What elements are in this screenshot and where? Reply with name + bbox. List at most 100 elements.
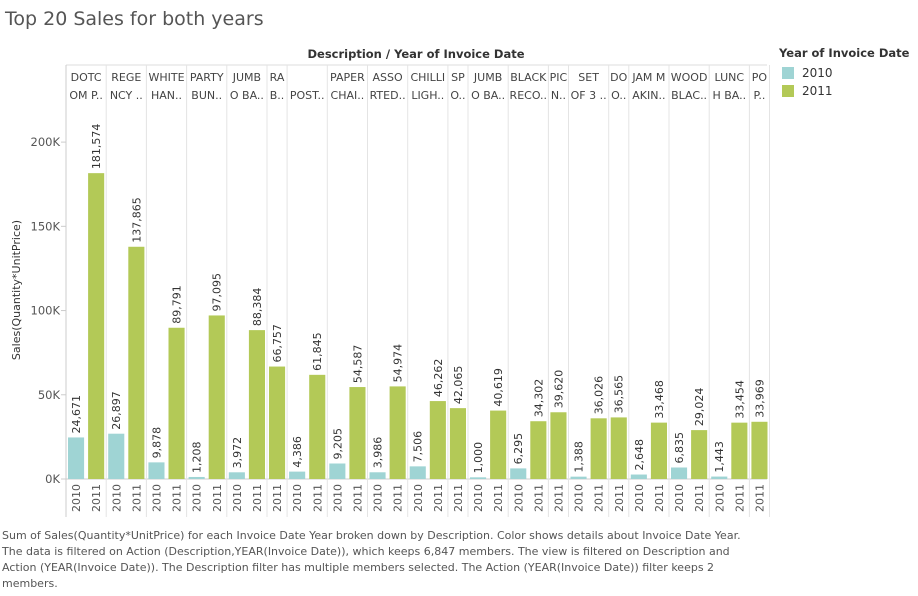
bar-2011	[208, 315, 225, 479]
bar-value-label: 46,262	[432, 359, 445, 398]
group-header-line2: O..	[450, 89, 465, 102]
bar-value-label: 33,454	[733, 380, 746, 419]
x-tick-label: 2011	[130, 484, 143, 512]
bar-2010	[148, 462, 165, 479]
bar-value-label: 54,974	[392, 344, 405, 383]
header-title: Description / Year of Invoice Date	[307, 47, 524, 61]
x-tick-label: 2011	[693, 484, 706, 512]
x-tick-label: 2010	[331, 484, 344, 512]
bar-2011	[128, 246, 145, 479]
bar-2011	[751, 421, 768, 479]
bar-2011	[309, 374, 326, 479]
x-tick-label: 2011	[351, 484, 364, 512]
bar-value-label: 1,443	[713, 441, 726, 473]
x-tick-label: 2011	[492, 484, 505, 512]
x-tick-label: 2011	[211, 484, 224, 512]
x-tick-label: 2011	[452, 484, 465, 512]
group-header-line1: JAM M	[631, 71, 665, 84]
y-axis-title: Sales(Quantity*UnitPrice)	[10, 220, 23, 360]
bar-value-label: 39,620	[552, 370, 565, 409]
bar-value-label: 7,506	[412, 431, 425, 463]
legend: Year of Invoice Date 2010 2011	[779, 46, 909, 102]
bar-2010	[711, 476, 728, 479]
legend-swatch-2010	[782, 67, 794, 79]
bar-value-label: 9,878	[150, 427, 163, 459]
bar-2010	[510, 468, 527, 479]
legend-item-2011[interactable]: 2011	[779, 84, 909, 98]
x-tick-label: 2010	[673, 484, 686, 512]
x-tick-label: 2011	[432, 484, 445, 512]
bar-2010	[570, 476, 587, 479]
x-tick-label: 2010	[512, 484, 525, 512]
bar-value-label: 36,026	[593, 376, 606, 415]
group-header-line2: RTED..	[370, 89, 406, 102]
bar-value-label: 2,648	[633, 439, 646, 471]
y-tick-label: 0K	[45, 472, 60, 486]
bar-value-label: 137,865	[130, 197, 143, 243]
bar-2011	[550, 412, 567, 479]
group-header-line1: PIC	[550, 71, 568, 84]
y-tick-label: 200K	[31, 135, 61, 149]
group-header-line2: BUN..	[191, 89, 222, 102]
bar-value-label: 33,468	[653, 380, 666, 419]
bar-value-label: 24,671	[70, 395, 83, 434]
chart-caption: Sum of Sales(Quantity*UnitPrice) for eac…	[2, 529, 741, 590]
group-header-line2: P..	[753, 89, 765, 102]
x-tick-label: 2010	[472, 484, 485, 512]
x-tick-label: 2010	[372, 484, 385, 512]
group-header-line1: PO	[752, 71, 768, 84]
x-tick-label: 2011	[90, 484, 103, 512]
group-header-line1: SET	[578, 71, 599, 84]
bar-2011	[650, 422, 667, 479]
bar-2011	[248, 330, 265, 479]
x-tick-label: 2010	[110, 484, 123, 512]
group-header-line1: CHILLI	[410, 71, 445, 84]
bar-value-label: 26,897	[110, 391, 123, 430]
bar-2011	[731, 422, 748, 479]
x-tick-label: 2011	[593, 484, 606, 512]
bar-value-label: 6,295	[512, 433, 525, 465]
legend-item-2010[interactable]: 2010	[779, 66, 909, 80]
group-header-line2: O BA..	[230, 89, 264, 102]
x-tick-label: 2010	[412, 484, 425, 512]
group-header-line2: H BA..	[712, 89, 746, 102]
x-tick-label: 2010	[713, 484, 726, 512]
y-tick-label: 100K	[31, 304, 61, 318]
bar-value-label: 40,619	[492, 368, 505, 407]
group-header-line2: BLAC..	[671, 89, 707, 102]
bar-value-label: 1,000	[472, 442, 485, 474]
bar-value-label: 61,845	[311, 332, 324, 371]
bar-value-label: 29,024	[693, 388, 706, 427]
bar-2011	[269, 366, 286, 479]
bar-value-label: 97,095	[211, 273, 224, 312]
bar-value-label: 54,587	[351, 345, 364, 384]
bar-2010	[188, 476, 205, 479]
group-header-line2: HAN..	[151, 89, 182, 102]
x-tick-label: 2011	[271, 484, 284, 512]
group-header-line2: LIGH..	[411, 89, 444, 102]
group-header-line2: B..	[270, 89, 285, 102]
bar-value-label: 4,386	[291, 436, 304, 468]
bar-value-label: 66,757	[271, 324, 284, 363]
bar-2010	[671, 467, 688, 479]
bar-2010	[329, 463, 346, 479]
x-tick-label: 2011	[171, 484, 184, 512]
group-header-line2: RECO..	[510, 89, 547, 102]
bar-value-label: 6,835	[673, 432, 686, 464]
bar-2011	[88, 173, 105, 479]
x-tick-label: 2011	[532, 484, 545, 512]
chart-title: Top 20 Sales for both years	[5, 8, 264, 30]
bar-2011	[691, 430, 708, 479]
group-header-line1: JUMB	[473, 71, 502, 84]
group-header-line2: OF 3 ..	[571, 89, 607, 102]
group-header-line2: N..	[551, 89, 566, 102]
bar-value-label: 36,565	[613, 375, 626, 414]
bar-2011	[590, 418, 607, 479]
bar-value-label: 89,791	[171, 285, 184, 324]
group-header-line2: O..	[611, 89, 626, 102]
group-header-line2: POST..	[290, 89, 325, 102]
bar-2011	[490, 410, 507, 479]
legend-swatch-2011	[782, 85, 794, 97]
bar-2010	[470, 477, 487, 479]
